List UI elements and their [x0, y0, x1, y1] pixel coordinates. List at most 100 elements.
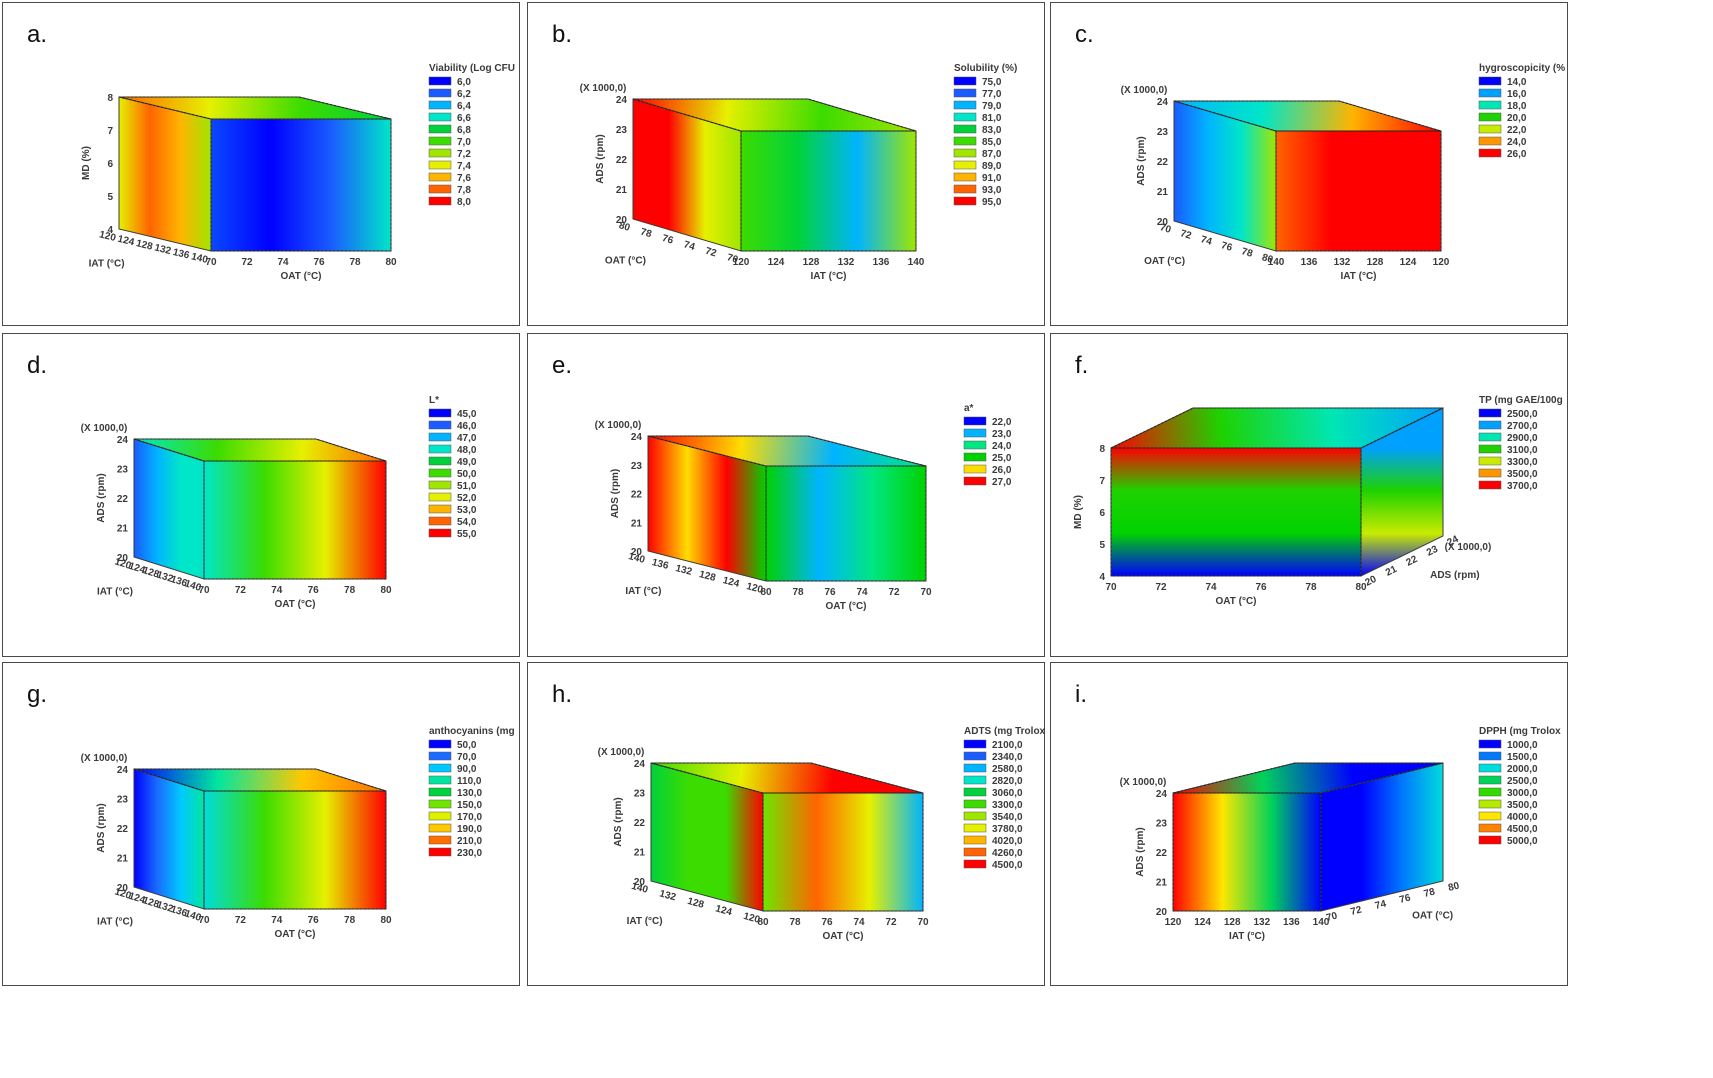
y-axis-label: ADS (rpm) — [1135, 827, 1146, 876]
y-tick-label: 21 — [616, 185, 628, 196]
legend-swatch — [428, 480, 452, 490]
front-face — [203, 460, 387, 580]
right-tick-label: 74 — [1374, 898, 1388, 911]
y-tick-label: 8 — [107, 93, 113, 104]
depth-tick-label: 136 — [169, 574, 189, 590]
depth-tick-label: 76 — [1220, 240, 1234, 254]
chart-panel-i: i. 20 21 22 23 24 ADS (rpm) (X 1000,0) 120 124 12… — [1050, 662, 1568, 986]
y-tick-label: 23 — [117, 465, 129, 476]
legend-swatch — [1478, 100, 1502, 110]
legend-swatch — [963, 847, 987, 857]
y-axis-label: ADS (rpm) — [613, 797, 624, 846]
chart-panel-h: h. 20 21 22 23 24 ADS (rpm) (X 1000,0) 80 78 76 74… — [527, 662, 1046, 986]
legend-swatch — [963, 739, 987, 749]
legend-value: 190,0 — [457, 824, 482, 835]
legend-swatch — [1478, 480, 1502, 490]
right-tick-label: 24 — [1445, 534, 1460, 549]
legend-value: 20,0 — [1507, 113, 1527, 124]
legend-value: 22,0 — [1507, 125, 1527, 136]
legend-value: 24,0 — [992, 441, 1012, 452]
legend-swatch — [428, 112, 452, 122]
x-tick-label: 80 — [760, 587, 772, 598]
y-tick-label: 7 — [107, 126, 113, 137]
chart-panel-b: b. 20 21 22 23 24 ADS (rpm) (X 1000,0) 120 124 12… — [527, 2, 1045, 326]
legend-value: 16,0 — [1507, 89, 1527, 100]
legend-swatch — [1478, 811, 1502, 821]
legend-value: 2700,0 — [1507, 421, 1538, 432]
front-edge — [762, 792, 924, 912]
depth-tick-label: 80 — [617, 220, 631, 234]
legend-swatch — [953, 112, 977, 122]
legend-value: 26,0 — [1507, 149, 1527, 160]
legend-swatch — [963, 416, 987, 426]
depth-tick-label: 140 — [183, 578, 203, 594]
y-tick-label: 23 — [1156, 819, 1168, 830]
legend-swatch — [953, 88, 977, 98]
y-tick-label: 22 — [1157, 157, 1169, 168]
depth-tick-label: 128 — [141, 895, 161, 911]
x-tick-label: 74 — [1205, 582, 1217, 593]
depth-tick-label: 124 — [127, 561, 147, 577]
depth-tick-label: 76 — [661, 233, 675, 247]
legend-swatch — [1478, 799, 1502, 809]
y-tick-label: 20 — [1157, 217, 1169, 228]
legend-swatch — [1478, 124, 1502, 134]
x-tick-label: 72 — [888, 587, 900, 598]
legend-value: 50,0 — [457, 740, 477, 751]
y-multiplier: (X 1000,0) — [580, 83, 627, 94]
depth-tick-label: 136 — [169, 904, 189, 920]
depth-axis-label: OAT (°C) — [605, 255, 646, 266]
legend-value: 3500,0 — [1507, 469, 1538, 480]
right-axis-label: ADS (rpm) — [1430, 570, 1479, 581]
x-axis-label: OAT (°C) — [1215, 596, 1256, 607]
x-tick-label: 70 — [920, 587, 932, 598]
legend-swatch — [1478, 444, 1502, 454]
legend-title: a* — [964, 403, 974, 414]
legend-swatch — [428, 799, 452, 809]
depth-tick-label: 74 — [1199, 234, 1213, 248]
y-tick-label: 4 — [1099, 572, 1105, 583]
surface-plot: 20 21 22 23 24 ADS (rpm) (X 1000,0) 120 124 128 13… — [580, 63, 1018, 282]
legend-title: Viability (Log CFU — [429, 63, 515, 74]
depth-tick-label: 78 — [1240, 246, 1254, 260]
x-tick-label: 128 — [1224, 917, 1241, 928]
legend-swatch — [428, 76, 452, 86]
x-tick-label: 136 — [1301, 257, 1318, 268]
legend-value: 83,0 — [982, 125, 1002, 136]
legend-swatch — [428, 88, 452, 98]
legend-value: 110,0 — [457, 776, 482, 787]
legend-swatch — [428, 196, 452, 206]
front-edge — [1275, 130, 1442, 252]
y-tick-label: 23 — [117, 795, 129, 806]
x-tick-label: 70 — [205, 257, 217, 268]
legend-value: 52,0 — [457, 493, 477, 504]
front-face — [1110, 447, 1362, 577]
y-tick-label: 22 — [117, 494, 129, 505]
x-tick-label: 74 — [271, 585, 283, 596]
legend-swatch — [963, 428, 987, 438]
y-tick-label: 22 — [616, 155, 628, 166]
y-axis-label: ADS (rpm) — [610, 469, 621, 518]
surface-plot: 20 21 22 23 24 ADS (rpm) (X 1000,0) 70 72 74 76 78 8… — [81, 395, 477, 610]
chart-panel-e: e. 20 21 22 23 24 ADS (rpm) (X 1000,0) 80 78 76 74… — [527, 333, 1045, 657]
legend-value: 6,4 — [457, 101, 471, 112]
top-edge — [1110, 407, 1444, 449]
legend-value: 51,0 — [457, 481, 477, 492]
depth-tick-label: 140 — [183, 908, 203, 924]
x-tick-label: 78 — [344, 915, 356, 926]
legend-value: 89,0 — [982, 161, 1002, 172]
depth-tick-label: 70 — [1158, 222, 1172, 236]
legend-value: 4500,0 — [992, 860, 1023, 871]
legend-swatch — [428, 468, 452, 478]
x-tick-label: 76 — [821, 917, 833, 928]
front-edge — [765, 465, 927, 582]
legend-value: 54,0 — [457, 517, 477, 528]
panel-label: h. — [552, 681, 573, 708]
x-tick-label: 120 — [1165, 917, 1182, 928]
top-edge — [1172, 762, 1444, 794]
legend-swatch — [428, 823, 452, 833]
y-tick-label: 21 — [1157, 187, 1169, 198]
x-tick-label: 140 — [1268, 257, 1285, 268]
y-multiplier: (X 1000,0) — [81, 753, 128, 764]
legend-value: 6,8 — [457, 125, 471, 136]
